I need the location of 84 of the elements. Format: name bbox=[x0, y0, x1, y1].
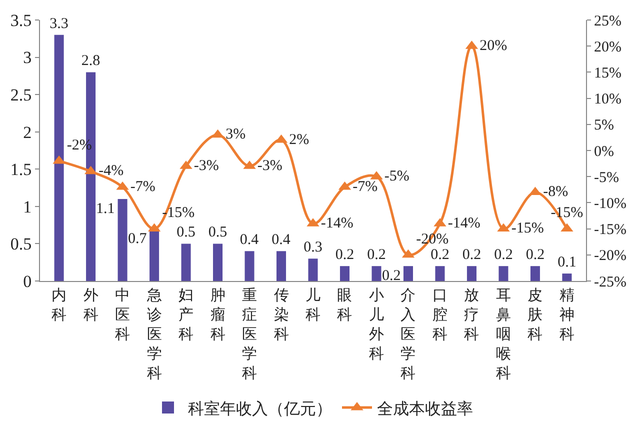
bar bbox=[118, 198, 128, 281]
data-label: -7% bbox=[130, 178, 156, 195]
y-tick-label: 2 bbox=[23, 122, 32, 142]
y2-tick-label: -20% bbox=[594, 248, 626, 264]
y-tick-label: 0 bbox=[23, 272, 32, 291]
x-tick-label: 中医科 bbox=[115, 287, 130, 343]
data-label: 3% bbox=[226, 126, 246, 143]
data-label: 1.1 bbox=[96, 201, 115, 217]
data-label: 0.7 bbox=[128, 231, 148, 247]
data-label: 0.2 bbox=[462, 247, 482, 264]
x-tick-label: 外科 bbox=[83, 288, 98, 324]
x-tick-label: 妇产科 bbox=[178, 288, 194, 343]
y2-tick-label: 10% bbox=[594, 92, 622, 108]
bar bbox=[150, 228, 160, 281]
legend-label: 全成本收益率 bbox=[377, 400, 473, 418]
bar bbox=[340, 266, 350, 281]
bar bbox=[435, 266, 445, 281]
x-tick-label: 精神科 bbox=[559, 287, 574, 343]
x-tick-label: 口腔科 bbox=[432, 288, 448, 343]
data-label: 0.4 bbox=[272, 232, 291, 248]
data-label: 0.5 bbox=[176, 224, 196, 241]
x-tick-label: 小儿外科 bbox=[368, 287, 384, 362]
x-tick-label: 耳鼻咽喉科 bbox=[496, 288, 511, 382]
data-label: -14% bbox=[448, 215, 480, 232]
bar bbox=[308, 258, 318, 281]
x-tick-label: 皮肤科 bbox=[528, 287, 543, 343]
y-tick-label: 1.5 bbox=[10, 160, 32, 180]
bar bbox=[403, 266, 413, 281]
x-tick-label: 眼科 bbox=[337, 288, 352, 324]
data-label: 0.2 bbox=[526, 247, 545, 264]
x-tick-label: 介入医学科 bbox=[400, 287, 416, 382]
data-label: 3.3 bbox=[50, 16, 68, 32]
data-label: 0.2 bbox=[430, 247, 450, 264]
x-tick-label: 重症医学科 bbox=[242, 287, 258, 382]
data-label: -4% bbox=[98, 163, 124, 180]
data-label: 0.1 bbox=[558, 254, 576, 271]
y-tick-label: 1 bbox=[23, 197, 32, 216]
data-label: 0.5 bbox=[208, 224, 228, 241]
x-tick-label: 儿科 bbox=[306, 287, 320, 324]
data-label: 0.2 bbox=[367, 247, 386, 264]
bar bbox=[244, 251, 254, 281]
bar bbox=[54, 34, 64, 281]
x-tick-label: 肿瘤科 bbox=[210, 287, 226, 343]
data-label: 2.8 bbox=[81, 53, 100, 70]
data-label: -15% bbox=[511, 220, 544, 237]
y2-tick-label: -15% bbox=[594, 222, 626, 238]
data-label: -5% bbox=[384, 168, 410, 184]
bar bbox=[530, 266, 540, 281]
data-label: 0.3 bbox=[304, 240, 322, 256]
y-tick-label: 3.5 bbox=[10, 10, 32, 30]
y2-tick-label: 0% bbox=[594, 144, 614, 160]
y2-tick-label: -10% bbox=[594, 196, 626, 212]
data-label: -8% bbox=[543, 184, 568, 200]
data-label: 0.2 bbox=[382, 268, 401, 284]
data-label: -3% bbox=[257, 158, 282, 174]
bar bbox=[181, 244, 191, 281]
y2-tick-label: 5% bbox=[594, 118, 614, 134]
bar bbox=[276, 251, 286, 281]
bar bbox=[562, 274, 572, 281]
data-label: 0.4 bbox=[240, 232, 260, 248]
bar bbox=[213, 244, 223, 281]
y2-tick-label: -5% bbox=[594, 170, 619, 186]
y-tick-label: 3 bbox=[23, 48, 32, 68]
x-tick-label: 内科 bbox=[52, 287, 67, 324]
y-tick-label: 0.5 bbox=[10, 234, 32, 254]
x-tick-label: 放疗科 bbox=[464, 288, 480, 343]
y2-tick-label: 15% bbox=[594, 65, 622, 82]
y2-tick-label: 25% bbox=[594, 13, 622, 30]
x-tick-label: 急诊医学科 bbox=[146, 287, 162, 382]
y2-tick-label: 20% bbox=[594, 39, 622, 56]
bar bbox=[466, 266, 476, 281]
y-tick-label: 2.5 bbox=[10, 86, 32, 105]
data-label: 20% bbox=[480, 38, 508, 54]
data-label: 0.2 bbox=[494, 247, 513, 264]
x-tick-label: 传染科 bbox=[274, 288, 289, 343]
data-label: 0.2 bbox=[335, 247, 354, 264]
data-label: -3% bbox=[194, 158, 219, 174]
data-label: 2% bbox=[289, 132, 310, 148]
y2-tick-label: -25% bbox=[594, 274, 626, 290]
legend-label: 科室年收入（亿元） bbox=[188, 400, 332, 418]
data-label: -14% bbox=[320, 215, 354, 232]
bar bbox=[498, 266, 508, 281]
data-label: -7% bbox=[352, 178, 378, 195]
bar bbox=[372, 266, 382, 281]
